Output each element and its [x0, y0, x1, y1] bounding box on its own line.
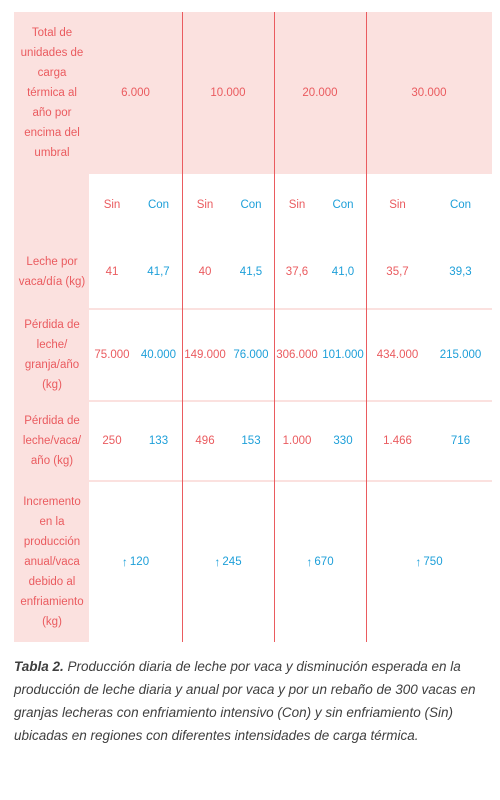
table-cell: 76.000	[233, 349, 269, 361]
table-cell: 75.000	[94, 349, 130, 361]
table-cell: 41,5	[239, 266, 263, 278]
table-cell: 40.000	[140, 349, 177, 361]
increase-cell: ↑ 245	[182, 482, 274, 642]
row-divider	[14, 480, 492, 482]
table-body-bg	[89, 174, 492, 642]
increase-cell: ↑ 750	[366, 482, 492, 642]
row-label-production-increase: Incremento en la producción anual/vaca d…	[20, 496, 84, 628]
row-divider	[14, 400, 492, 402]
table-cell: 306.000	[276, 349, 318, 361]
increase-cell: ↑ 670	[274, 482, 366, 642]
table-cell: 37,6	[285, 266, 309, 278]
header-row-label: Total de unidades de carga térmica al añ…	[20, 27, 84, 159]
table-cell: 101.000	[322, 349, 364, 361]
table-cell: 41,7	[147, 266, 170, 278]
table-cell: 434.000	[376, 349, 419, 361]
row-label-milk-per-cow: Leche por vaca/día (kg)	[18, 256, 86, 288]
arrow-up-icon: ↑	[214, 555, 221, 569]
group-header-10000: 10.000	[210, 87, 246, 99]
subheader-con: Con	[240, 199, 262, 211]
table-cell: 716	[450, 435, 471, 447]
subheader-con: Con	[147, 199, 170, 211]
subheader-con: Con	[449, 199, 472, 211]
arrow-up-icon: ↑	[306, 555, 313, 569]
row-label-loss-per-cow: Pérdida de leche/vaca/ año (kg)	[22, 415, 82, 467]
subheader-sin: Sin	[103, 199, 121, 211]
table-cell: 133	[148, 435, 169, 447]
column-divider	[182, 12, 183, 642]
table-cell: 1.000	[282, 435, 312, 447]
table-cell: 1.466	[383, 435, 412, 447]
table-cell: 40	[198, 266, 212, 278]
caption-text: Producción diaria de leche por vaca y di…	[14, 659, 476, 743]
table-cell: 35,7	[386, 266, 409, 278]
table-cell: 39,3	[449, 266, 472, 278]
table-cell: 41	[105, 266, 119, 278]
table-cell: 41,0	[331, 266, 355, 278]
heat-load-table: Total de unidades de carga térmica al añ…	[14, 12, 492, 642]
arrow-up-icon: ↑	[121, 555, 128, 569]
table-cell: 149.000	[184, 349, 226, 361]
arrow-up-icon: ↑	[415, 555, 422, 569]
column-divider	[274, 12, 275, 642]
group-header-20000: 20.000	[302, 87, 338, 99]
group-header-6000: 6.000	[121, 87, 150, 99]
table-cell: 215.000	[439, 349, 482, 361]
group-header-30000: 30.000	[411, 87, 447, 99]
table-cell: 330	[333, 435, 353, 447]
row-label-loss-per-farm: Pérdida de leche/ granja/año (kg)	[24, 319, 80, 391]
table-cell: 496	[195, 435, 215, 447]
column-divider	[366, 12, 367, 642]
table-cell: 250	[102, 435, 122, 447]
subheader-con: Con	[332, 199, 354, 211]
subheader-sin: Sin	[196, 199, 214, 211]
row-divider	[14, 308, 492, 310]
subheader-sin: Sin	[389, 199, 406, 211]
increase-cell: ↑ 120	[89, 482, 182, 642]
table-caption: Tabla 2. Producción diaria de leche por …	[14, 655, 486, 747]
caption-label: Tabla 2.	[14, 659, 64, 674]
table-cell: 153	[241, 435, 261, 447]
subheader-sin: Sin	[288, 199, 306, 211]
